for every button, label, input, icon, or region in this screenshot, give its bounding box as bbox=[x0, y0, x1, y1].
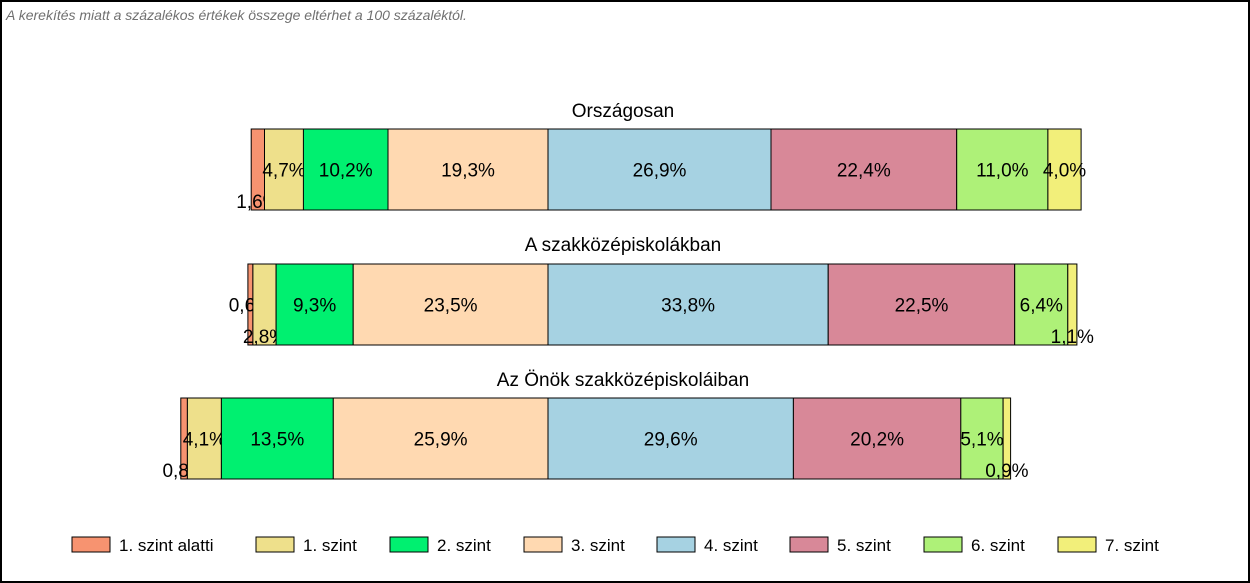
legend-label: 2. szint bbox=[437, 536, 491, 555]
panel-title: A szakközépiskolákban bbox=[525, 235, 721, 256]
bar-segment bbox=[792, 397, 962, 480]
bar-segment bbox=[264, 128, 304, 211]
legend-swatch bbox=[923, 536, 963, 553]
data-label: 9,3% bbox=[293, 296, 336, 317]
bar-segment bbox=[332, 397, 549, 480]
legend-swatch bbox=[71, 536, 111, 553]
legend-label: 1. szint bbox=[303, 536, 357, 555]
data-label: 6,4% bbox=[1020, 296, 1063, 317]
legend-label: 3. szint bbox=[571, 536, 625, 555]
bar-segment bbox=[547, 128, 772, 211]
legend-swatch bbox=[523, 536, 563, 553]
data-label: 4,0% bbox=[1043, 161, 1086, 182]
data-label: 22,4% bbox=[837, 161, 891, 182]
data-label: 0,9% bbox=[985, 461, 1028, 482]
bar-segment bbox=[275, 263, 354, 346]
data-label: 20,2% bbox=[850, 430, 904, 451]
data-label: 5,1% bbox=[960, 430, 1003, 451]
bar-segment bbox=[827, 263, 1016, 346]
data-label: 25,9% bbox=[414, 430, 468, 451]
bar-segment bbox=[302, 128, 389, 211]
legend-swatch bbox=[389, 536, 429, 553]
panel-title: Az Önök szakközépiskoláiban bbox=[497, 370, 749, 391]
data-label: 4,1% bbox=[183, 430, 226, 451]
legend-label: 5. szint bbox=[837, 536, 891, 555]
rounding-note: A kerekítés miatt a százalékos értékek ö… bbox=[6, 7, 467, 23]
bar-segment bbox=[1002, 397, 1012, 480]
data-label: 4,7% bbox=[262, 161, 305, 182]
data-label: 1,1% bbox=[1051, 327, 1094, 348]
bar-segment bbox=[547, 263, 829, 346]
data-label: 23,5% bbox=[424, 296, 478, 317]
data-label: 19,3% bbox=[441, 161, 495, 182]
panel-title: Országosan bbox=[572, 101, 674, 122]
bar-segment bbox=[1014, 263, 1069, 346]
bar-segment bbox=[352, 263, 549, 346]
legend-label: 4. szint bbox=[704, 536, 758, 555]
data-label: 10,2% bbox=[319, 161, 373, 182]
data-label: 22,5% bbox=[895, 296, 949, 317]
legend-swatch bbox=[255, 536, 295, 553]
legend-label: 7. szint bbox=[1105, 536, 1159, 555]
legend-swatch bbox=[789, 536, 829, 553]
data-label: 2,8% bbox=[243, 327, 286, 348]
data-label: 11,0% bbox=[976, 161, 1029, 182]
bar-segment bbox=[1067, 263, 1078, 346]
legend-swatch bbox=[1057, 536, 1097, 553]
data-label: 26,9% bbox=[633, 161, 687, 182]
bar-segment bbox=[1047, 128, 1082, 211]
legend-label: 6. szint bbox=[971, 536, 1025, 555]
bar-segment bbox=[186, 397, 222, 480]
data-label: 33,8% bbox=[661, 296, 715, 317]
data-label: 13,5% bbox=[250, 430, 304, 451]
legend-label: 1. szint alatti bbox=[119, 536, 214, 555]
bar-segment bbox=[956, 128, 1049, 211]
bar-segment bbox=[547, 397, 794, 480]
bar-segment bbox=[960, 397, 1004, 480]
data-label: 29,6% bbox=[644, 430, 698, 451]
legend-swatch bbox=[656, 536, 696, 553]
bar-segment bbox=[770, 128, 958, 211]
